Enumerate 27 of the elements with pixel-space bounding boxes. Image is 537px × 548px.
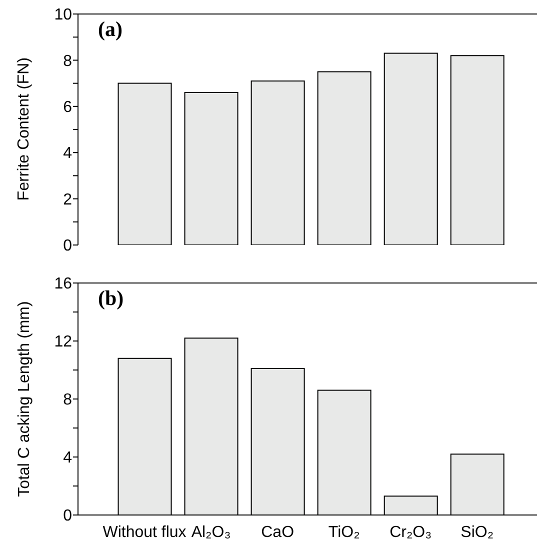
y-tick-label: 12 — [54, 334, 72, 351]
bar — [118, 82, 172, 245]
bar — [317, 71, 372, 245]
y-tick-label: 6 — [63, 99, 72, 116]
bar — [184, 92, 238, 245]
y-tick-label: 16 — [54, 276, 72, 293]
y-tick-label: 4 — [63, 145, 72, 162]
bar — [384, 52, 438, 245]
annotation: (b) — [98, 286, 124, 311]
bar — [450, 55, 504, 245]
y-tick-label: 0 — [63, 238, 72, 255]
x-tick-label: Al₂O₃ — [191, 524, 231, 541]
y-tick-label: 10 — [54, 6, 72, 24]
x-tick-label: CaO — [261, 524, 294, 541]
x-tick-label: Cr₂O₃ — [390, 524, 432, 541]
x-tick-label: Without flux — [102, 524, 186, 541]
y-tick-label: 0 — [63, 508, 72, 525]
x-tick-label: SiO₂ — [460, 524, 494, 541]
y-tick-label: 4 — [63, 450, 72, 467]
y-tick-label: 8 — [63, 392, 72, 409]
y-axis-title: Total C acking Length (mm) — [16, 300, 34, 496]
y-tick-label: 2 — [63, 191, 72, 208]
y-axis-title: Ferrite Content (FN) — [16, 57, 34, 201]
bar — [250, 80, 305, 245]
x-tick-label: TiO₂ — [328, 524, 360, 541]
annotation: (a) — [98, 17, 122, 42]
y-tick-label: 8 — [63, 52, 72, 70]
